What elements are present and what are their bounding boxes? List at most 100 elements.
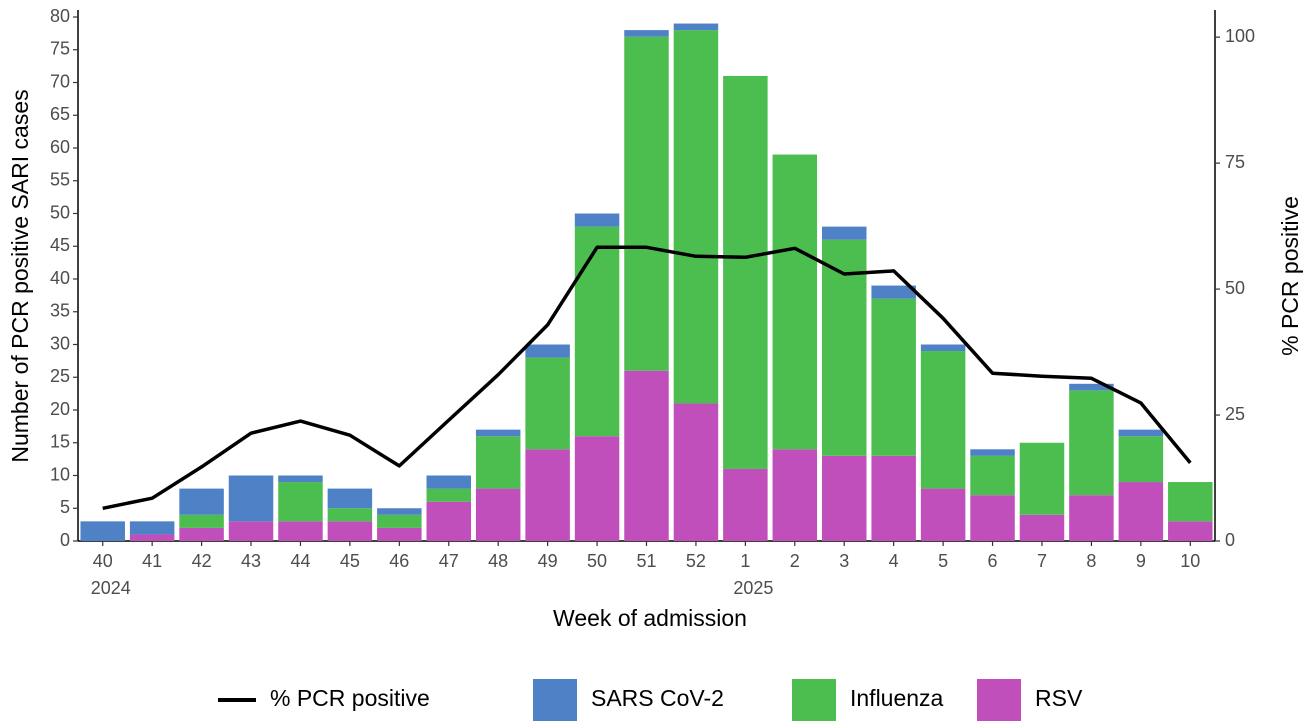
bar-segment (179, 527, 224, 541)
bar-segment (624, 370, 669, 541)
bar-segment (377, 508, 422, 515)
x-tick-label: 10 (1180, 551, 1200, 571)
y-tick-label: 80 (50, 6, 70, 26)
y-tick-label: 40 (50, 268, 70, 288)
bar-segment (1168, 521, 1213, 541)
x-tick-label: 48 (488, 551, 508, 571)
y-tick-label: 75 (50, 39, 70, 59)
x-tick-label: 44 (290, 551, 310, 571)
bar-segment (574, 213, 620, 227)
bar-segment (426, 501, 472, 541)
x-tick-label: 1 (740, 551, 750, 571)
legend-key (792, 679, 836, 721)
x-tick-label: 8 (1086, 551, 1096, 571)
bar-segment (327, 488, 373, 509)
bar-segment (871, 455, 916, 541)
x-tick-label: 4 (889, 551, 899, 571)
y-tick-label: 15 (50, 432, 70, 452)
bar-segment (1118, 482, 1164, 541)
y-tick-label: 20 (50, 399, 70, 419)
y-tick-label: 45 (50, 235, 70, 255)
bar-segment (723, 468, 768, 541)
x-axis-title: Week of admission (553, 605, 747, 631)
bar-segment (723, 75, 768, 469)
x-year-label: 2025 (733, 578, 773, 598)
x-tick-label: 40 (93, 551, 113, 571)
bar-segment (525, 344, 570, 358)
legend-label: % PCR positive (270, 685, 430, 711)
bar-segment (327, 508, 373, 522)
bar-segment (970, 495, 1015, 541)
bar-segment (327, 521, 373, 541)
y2-tick-label: 25 (1225, 404, 1245, 424)
bar-segment (1118, 429, 1164, 437)
y-tick-label: 25 (50, 366, 70, 386)
bar-segment (673, 403, 719, 541)
bar-segment (228, 475, 274, 522)
bar-segment (970, 449, 1015, 456)
y2-axis-title: % PCR positive (1277, 196, 1303, 356)
x-tick-label: 49 (538, 551, 558, 571)
x-year-label: 2024 (91, 578, 131, 598)
bar-segment (278, 475, 323, 483)
y-tick-label: 60 (50, 137, 70, 157)
y-tick-label: 5 (60, 497, 70, 517)
x-tick-label: 46 (389, 551, 409, 571)
x-tick-label: 43 (241, 551, 261, 571)
x-tick-label: 41 (142, 551, 162, 571)
bar-segment (871, 285, 916, 299)
bar-segment (574, 436, 620, 541)
bar-segment (278, 521, 323, 541)
bar-segment (1019, 442, 1065, 515)
bar-segment (179, 488, 224, 515)
x-tick-label: 42 (192, 551, 212, 571)
legend-key (977, 679, 1021, 721)
bar-segment (475, 436, 521, 489)
x-tick-label: 7 (1037, 551, 1047, 571)
y-axis-title: Number of PCR positive SARI cases (7, 89, 33, 462)
legend-label: Influenza (850, 685, 944, 711)
bar-segment (377, 527, 422, 541)
bar-segment (920, 488, 966, 541)
bar-segment (129, 534, 175, 541)
x-tick-label: 9 (1136, 551, 1146, 571)
bar-segment (1168, 482, 1213, 522)
y2-tick-label: 75 (1225, 152, 1245, 172)
x-tick-label: 50 (587, 551, 607, 571)
bar-segment (673, 23, 719, 31)
legend-label: SARS CoV-2 (591, 685, 724, 711)
y2-tick-label: 0 (1225, 530, 1235, 550)
bar-segment (278, 482, 323, 522)
x-tick-label: 47 (439, 551, 459, 571)
y-tick-label: 0 (60, 530, 70, 550)
bar-segment (920, 344, 966, 352)
bar-segment (772, 154, 818, 450)
bar-segment (574, 226, 620, 437)
bar-segment (821, 455, 867, 541)
bar-segment (673, 30, 719, 404)
bar-segment (970, 455, 1015, 496)
x-tick-label: 45 (340, 551, 360, 571)
bar-segment (1069, 383, 1114, 391)
x-tick-label: 2 (790, 551, 800, 571)
bar-segment (624, 36, 669, 371)
bar-segment (772, 449, 818, 541)
y-tick-label: 30 (50, 333, 70, 353)
bar-segment (426, 488, 472, 502)
bar-segment (821, 226, 867, 240)
bar-segment (1069, 495, 1114, 541)
bar-segment (377, 514, 422, 528)
bar-segment (1019, 514, 1065, 541)
y-tick-label: 65 (50, 104, 70, 124)
bar-segment (1069, 390, 1114, 496)
bar-segment (1118, 436, 1164, 483)
x-tick-label: 5 (938, 551, 948, 571)
x-tick-label: 52 (686, 551, 706, 571)
bar-segment (475, 488, 521, 541)
bar-segment (475, 429, 521, 437)
bar-segment (525, 449, 570, 541)
legend-label: RSV (1035, 685, 1083, 711)
bar-segment (920, 351, 966, 489)
bar-segment (426, 475, 472, 489)
